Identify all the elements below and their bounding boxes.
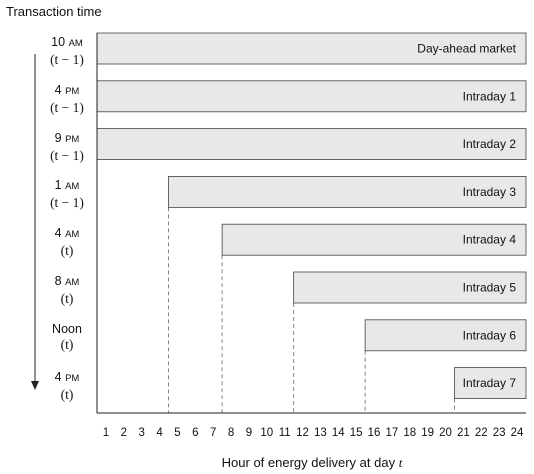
transaction-time-label: 9 PM (t − 1)	[50, 130, 84, 163]
x-tick-label: 3	[138, 427, 144, 439]
x-axis-title: Hour of energy delivery at day t	[221, 455, 403, 470]
transaction-time-label: 4 PM (t − 1)	[50, 82, 84, 115]
transaction-time-label: 8 AM (t)	[54, 274, 80, 306]
market-label: Intraday 5	[463, 281, 517, 295]
market-label: Intraday 4	[463, 233, 517, 247]
market-label: Intraday 2	[463, 137, 517, 151]
x-tick-label: 4	[156, 427, 163, 439]
market-bars: Day-ahead market Intraday 1 Intraday 2 Intr…	[96, 32, 527, 400]
x-tick-label: 18	[403, 427, 416, 439]
transaction-time-label: 4 AM (t)	[54, 226, 80, 259]
x-tick-label: 5	[174, 427, 180, 439]
transaction-time-label: 10 AM (t − 1)	[50, 35, 84, 67]
x-tick-label: 22	[475, 427, 488, 439]
market-label: Day-ahead market	[417, 42, 516, 56]
x-tick-label: 14	[332, 427, 345, 439]
y-axis-title: Transaction time	[6, 4, 102, 19]
market-bar	[96, 128, 527, 161]
x-axis-ticks: 1 2 3 4 5 6 7 8 9 10 11 12 13 14 15 16 17 18 19 20 21 22 23 24	[103, 427, 524, 439]
market-label: Intraday 3	[463, 185, 517, 199]
market-bar	[364, 319, 527, 352]
transaction-time-label: Noon (t)	[52, 321, 82, 352]
market-bar	[168, 175, 527, 208]
x-tick-label: 12	[296, 427, 309, 439]
market-label: Intraday 7	[463, 376, 517, 390]
x-tick-label: 20	[439, 427, 452, 439]
transaction-time-label: 4 PM (t)	[54, 369, 80, 402]
x-tick-label: 11	[279, 427, 291, 439]
market-bar	[293, 271, 527, 304]
x-tick-label: 16	[368, 427, 381, 439]
x-tick-label: 19	[421, 427, 434, 439]
market-bar	[96, 32, 527, 65]
dashed-guides	[168, 207, 455, 413]
transaction-time-label: 1 AM (t − 1)	[50, 178, 84, 211]
market-label: Intraday 6	[463, 328, 517, 342]
x-tick-label: 21	[457, 427, 470, 439]
x-tick-label: 24	[511, 427, 524, 439]
x-tick-label: 9	[246, 427, 252, 439]
x-tick-label: 17	[386, 427, 399, 439]
x-tick-label: 6	[192, 427, 198, 439]
market-bar	[96, 80, 527, 113]
x-tick-label: 15	[350, 427, 363, 439]
x-tick-label: 2	[121, 427, 127, 439]
x-tick-label: 23	[493, 427, 506, 439]
time-arrow	[31, 54, 39, 390]
x-tick-label: 10	[260, 427, 273, 439]
market-bar	[454, 367, 527, 400]
x-tick-label: 1	[103, 427, 109, 439]
x-tick-label: 7	[210, 427, 216, 439]
x-tick-label: 13	[314, 427, 327, 439]
market-bar	[221, 223, 527, 256]
x-tick-label: 8	[228, 427, 234, 439]
market-label: Intraday 1	[463, 89, 517, 103]
